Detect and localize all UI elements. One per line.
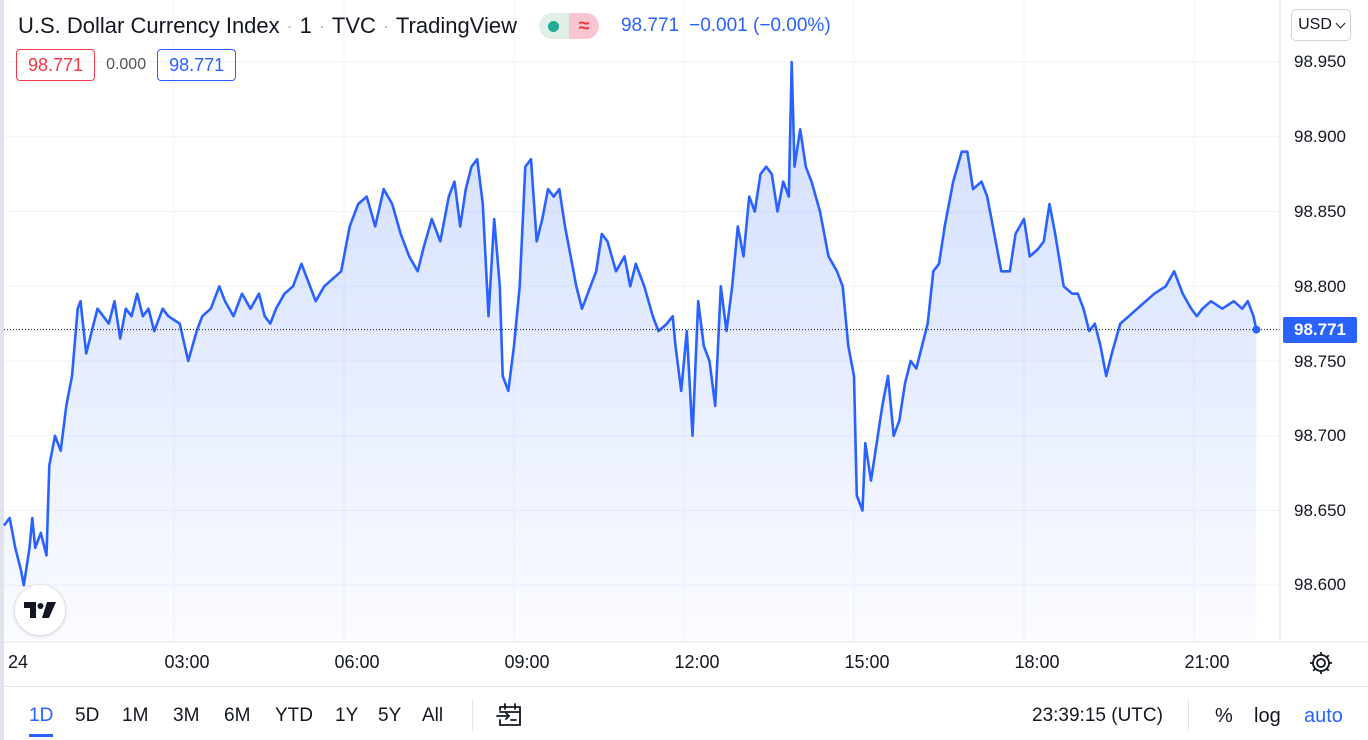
delayed-data-icon: ≈ <box>568 13 599 39</box>
time-tick: 18:00 <box>1014 652 1060 672</box>
price-tick: 98.900 <box>1294 127 1346 146</box>
legend-separator: · <box>382 15 389 36</box>
legend-last-value: 98.771 <box>620 15 680 36</box>
time-tick: 06:00 <box>334 652 380 672</box>
gear-icon[interactable] <box>1308 650 1334 676</box>
symbol-interval: 1 <box>299 13 312 38</box>
price-chart[interactable] <box>0 0 1368 686</box>
utc-clock[interactable]: 23:39:15 (UTC) <box>1032 705 1163 726</box>
range-5y-button[interactable]: 5Y <box>378 705 402 726</box>
symbol-source: TradingView <box>395 13 517 38</box>
range-1d-button[interactable]: 1D <box>29 705 54 737</box>
price-line <box>2 60 1258 587</box>
tradingview-logo[interactable] <box>14 584 66 636</box>
buy-button[interactable]: 98.771 <box>157 49 237 81</box>
last-price-dot <box>1252 325 1261 334</box>
toolbar-divider <box>472 699 473 731</box>
range-1m-button[interactable]: 1M <box>122 705 149 726</box>
time-tick: 24 <box>8 652 29 672</box>
currency-dropdown[interactable]: USD <box>1291 9 1351 41</box>
legend-change: −0.001 (−0.00%) <box>689 15 831 36</box>
price-tick: 98.650 <box>1294 501 1346 520</box>
range-ytd-button[interactable]: YTD <box>275 705 313 726</box>
price-tick: 98.600 <box>1294 575 1346 594</box>
price-tick: 98.750 <box>1294 352 1346 371</box>
price-tick: 98.800 <box>1294 277 1346 296</box>
symbol-exchange: TVC <box>331 13 376 38</box>
chart-frame-edge <box>0 0 4 740</box>
range-5d-button[interactable]: 5D <box>75 705 100 726</box>
toolbar-divider <box>1188 699 1189 731</box>
log-scale-toggle[interactable]: log <box>1254 705 1281 727</box>
go-to-date-icon[interactable] <box>496 701 524 729</box>
price-area-fill <box>4 62 1257 642</box>
market-status-pill[interactable]: ≈ <box>538 13 599 39</box>
quote-row: 98.771 0.000 98.771 <box>16 49 237 81</box>
range-6m-button[interactable]: 6M <box>224 705 251 726</box>
auto-scale-toggle[interactable]: auto <box>1304 705 1343 727</box>
tradingview-logo-icon <box>24 602 56 618</box>
time-tick: 15:00 <box>844 652 890 672</box>
time-tick: 12:00 <box>674 652 720 672</box>
time-tick: 21:00 <box>1184 652 1230 672</box>
percent-scale-toggle[interactable]: % <box>1215 705 1233 727</box>
symbol-legend: U.S. Dollar Currency Index · 1 · TVC · T… <box>18 10 831 42</box>
range-1y-button[interactable]: 1Y <box>335 705 359 726</box>
range-all-button[interactable]: All <box>422 705 444 726</box>
bottom-toolbar: 1D 5D 1M 3M 6M YTD 1Y 5Y All 23:39:15 (U… <box>4 686 1368 740</box>
spread-value: 0.000 <box>106 56 147 73</box>
legend-separator: · <box>286 15 293 36</box>
time-tick: 09:00 <box>504 652 550 672</box>
price-tick: 98.700 <box>1294 426 1346 445</box>
symbol-name[interactable]: U.S. Dollar Currency Index <box>18 13 280 38</box>
range-3m-button[interactable]: 3M <box>173 705 200 726</box>
sell-button[interactable]: 98.771 <box>16 49 96 81</box>
time-tick: 03:00 <box>164 652 210 672</box>
last-price-label: 98.771 <box>1283 317 1357 343</box>
currency-label: USD <box>1298 16 1332 33</box>
market-open-dot-icon <box>538 13 569 39</box>
price-tick: 98.850 <box>1294 202 1346 221</box>
price-tick: 98.950 <box>1294 52 1346 71</box>
chevron-down-icon <box>1335 18 1346 28</box>
legend-separator: · <box>318 15 325 36</box>
